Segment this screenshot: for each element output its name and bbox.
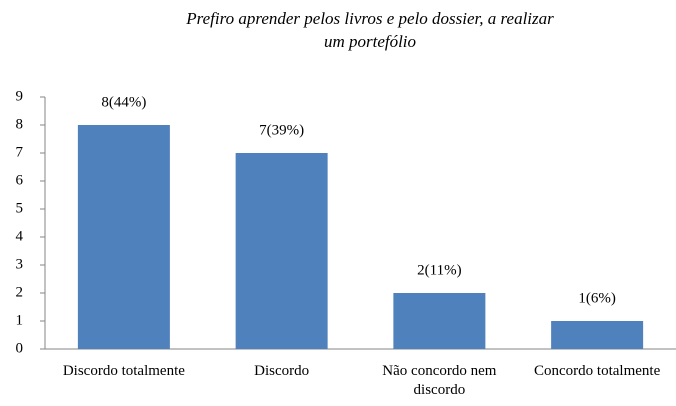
y-tick-label: 1 [16,312,24,328]
bar [77,125,170,349]
data-label: 2(11%) [417,262,461,278]
y-tick-label: 6 [16,172,24,188]
x-tick-label: Discordo [254,363,310,379]
x-tick-label: Concordo totalmente [534,363,661,379]
y-tick-label: 5 [16,200,24,216]
y-tick-label: 0 [16,340,24,356]
x-tick-label: Não concordo nem discordo [382,363,497,398]
y-tick-label: 4 [16,228,24,244]
chart-title: Prefiro aprender pelos livros e pelo dos… [185,9,554,28]
y-tick-label: 9 [16,88,24,104]
x-tick-label: Discordo totalmente [62,363,185,379]
bar [393,293,486,349]
data-label: 1(6%) [578,290,616,306]
y-tick-label: 3 [16,256,24,272]
chart-title: um portefólio [324,32,416,51]
y-tick-label: 2 [16,284,24,300]
y-tick-label: 8 [16,116,24,132]
bar [235,153,328,349]
bar [551,321,644,349]
y-tick-label: 7 [16,144,24,160]
data-label: 8(44%) [101,94,146,110]
data-label: 7(39%) [259,122,304,138]
